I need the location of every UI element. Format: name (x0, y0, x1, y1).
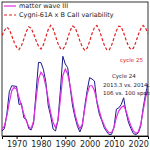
x-axis: 1970 1980 1990 2000 2010 2020 (3, 136, 149, 149)
annotation: Cycle 24 (112, 73, 136, 80)
x-tick-mark (41, 136, 42, 139)
x-tick: 2010 (104, 136, 124, 149)
series-line (2, 25, 148, 50)
x-tick-mark (114, 136, 115, 139)
x-tick-label: 2000 (80, 140, 100, 149)
series-line (2, 69, 148, 133)
x-tick: 1970 (7, 136, 27, 149)
x-tick-mark (65, 136, 66, 139)
x-axis-line (3, 137, 149, 140)
legend-label: Cygni-61A x B CaII variability (19, 11, 114, 19)
x-tick-label: 1970 (7, 140, 27, 149)
x-tick-label: 2020 (129, 140, 149, 149)
annotation: 2013.3 vs. 2014.3 (103, 82, 150, 88)
plot-area (2, 25, 148, 134)
annotations: cycle 25 Cycle 24 2013.3 vs. 2014.3 106 vs.… (103, 57, 150, 97)
legend: matter wave IIICygni-61A x B CaII variab… (4, 2, 114, 19)
annotation: 106 vs. 100 spots (103, 90, 150, 97)
x-tick: 2000 (80, 136, 100, 149)
plot-frame (2, 2, 148, 136)
annotation: cycle 25 (120, 57, 143, 64)
x-tick-mark (90, 136, 91, 139)
legend-swatch (4, 5, 16, 6)
x-tick: 2020 (129, 136, 149, 149)
x-tick-label: 1990 (56, 140, 76, 149)
x-tick: 1990 (56, 136, 76, 149)
legend-swatch (4, 14, 16, 15)
x-tick-label: 1980 (31, 140, 51, 149)
x-tick: 1980 (31, 136, 51, 149)
x-tick-mark (17, 136, 18, 139)
x-tick-mark (138, 136, 139, 139)
x-tick-label: 2010 (104, 140, 124, 149)
legend-label: matter wave III (19, 2, 68, 10)
